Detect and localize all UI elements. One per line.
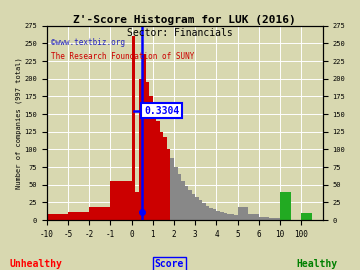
Bar xyxy=(192,194,195,220)
Bar xyxy=(160,132,163,220)
Bar xyxy=(220,212,224,220)
Bar xyxy=(185,186,188,220)
Bar xyxy=(216,211,220,220)
Bar xyxy=(142,54,146,220)
Bar xyxy=(156,121,160,220)
Text: ©www.textbiz.org: ©www.textbiz.org xyxy=(51,38,125,47)
Bar xyxy=(111,181,132,220)
Bar xyxy=(135,192,139,220)
Bar xyxy=(68,212,89,220)
Bar xyxy=(234,215,238,220)
Text: The Research Foundation of SUNY: The Research Foundation of SUNY xyxy=(51,52,194,61)
Bar xyxy=(231,214,234,220)
Bar xyxy=(199,200,202,220)
Text: Sector: Financials: Sector: Financials xyxy=(127,28,233,38)
Bar xyxy=(270,218,280,220)
Text: 0.3304: 0.3304 xyxy=(144,106,179,116)
Bar xyxy=(301,213,312,220)
Bar xyxy=(206,206,210,220)
Text: Healthy: Healthy xyxy=(296,259,337,269)
Bar xyxy=(181,181,185,220)
Bar xyxy=(153,114,156,220)
Bar xyxy=(248,214,259,220)
Bar xyxy=(177,174,181,220)
Bar xyxy=(259,217,270,220)
Bar xyxy=(132,36,135,220)
Y-axis label: Number of companies (997 total): Number of companies (997 total) xyxy=(15,57,22,189)
Bar xyxy=(227,214,231,220)
Bar xyxy=(188,190,192,220)
Title: Z'-Score Histogram for LUK (2016): Z'-Score Histogram for LUK (2016) xyxy=(73,15,296,25)
Bar xyxy=(139,79,142,220)
Bar xyxy=(213,210,216,220)
Bar xyxy=(163,137,167,220)
Bar xyxy=(224,213,227,220)
Bar xyxy=(89,207,111,220)
Bar xyxy=(149,96,153,220)
Bar xyxy=(195,197,199,220)
Bar xyxy=(238,207,248,220)
Bar xyxy=(210,208,213,220)
Bar xyxy=(146,82,149,220)
Text: Unhealthy: Unhealthy xyxy=(10,259,62,269)
Bar xyxy=(171,158,174,220)
Bar xyxy=(280,192,291,220)
Bar xyxy=(167,149,171,220)
Bar xyxy=(202,203,206,220)
Bar xyxy=(174,167,177,220)
Bar xyxy=(47,214,68,220)
Text: Score: Score xyxy=(154,259,184,269)
